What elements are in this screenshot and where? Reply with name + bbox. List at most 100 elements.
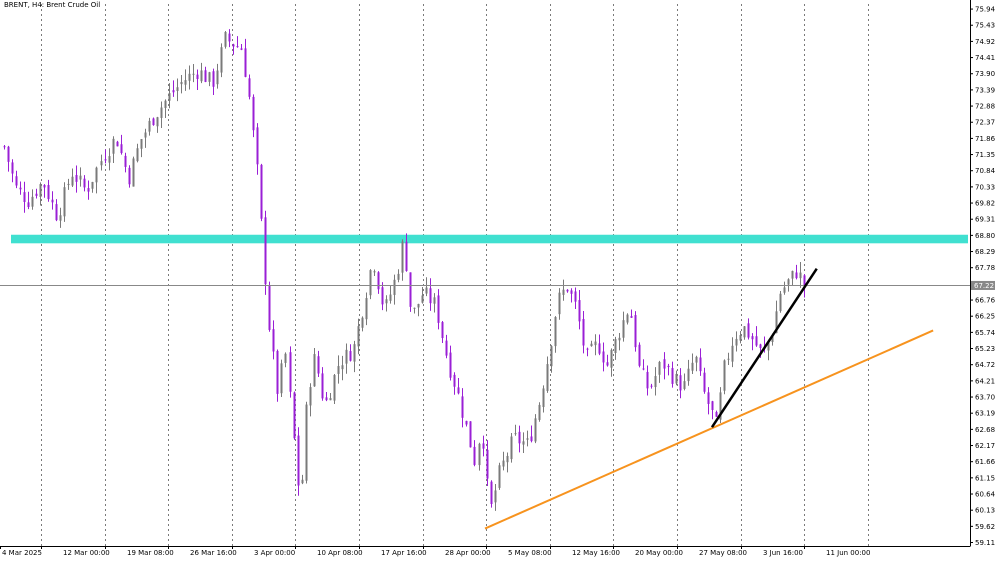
- candle-body: [156, 117, 159, 127]
- y-tick-label: 74.92: [975, 38, 995, 46]
- candle-body: [393, 279, 396, 295]
- candle-body: [100, 161, 103, 166]
- candle-body: [112, 138, 115, 154]
- candle-body: [494, 490, 497, 503]
- candle-body: [715, 412, 718, 417]
- candle-body: [385, 299, 388, 304]
- x-tick-label: 19 Mar 08:00: [127, 549, 174, 557]
- candle-body: [622, 320, 625, 338]
- candle-body: [478, 443, 481, 466]
- candle-body: [325, 397, 328, 401]
- candle-body: [711, 401, 714, 410]
- candle-body: [35, 193, 38, 196]
- candle-body: [120, 144, 123, 154]
- candle-body: [401, 241, 404, 273]
- candle-body: [83, 178, 86, 188]
- candle-body: [433, 297, 436, 304]
- candle-body: [212, 71, 215, 87]
- candle-body: [578, 300, 581, 322]
- x-tick-label: 17 Apr 16:00: [381, 549, 427, 557]
- candle-body: [498, 465, 501, 488]
- candle-body: [293, 392, 296, 439]
- candle-body: [546, 364, 549, 391]
- candle-body: [437, 295, 440, 323]
- candle-body: [719, 392, 722, 420]
- y-tick-label: 60.64: [975, 491, 996, 499]
- candle-body: [566, 289, 569, 292]
- x-tick-label: 4 Mar 2025: [2, 549, 42, 557]
- x-tick-label: 26 Mar 16:00: [190, 549, 237, 557]
- candle-body: [313, 354, 316, 387]
- x-tick-label: 5 May 08:00: [508, 549, 552, 557]
- candle-body: [337, 366, 340, 374]
- candle-body: [47, 185, 50, 200]
- candle-body: [602, 351, 605, 363]
- candle-body: [252, 96, 255, 131]
- candle-body: [39, 184, 42, 197]
- candle-body: [124, 155, 127, 167]
- candle-body: [445, 340, 448, 356]
- symbol-title: BRENT, H4: Brent Crude Oil: [4, 1, 101, 9]
- x-tick-label: 11 Jun 00:00: [826, 549, 870, 557]
- candle-body: [377, 272, 380, 290]
- candle-body: [192, 73, 195, 75]
- candle-body: [248, 78, 251, 97]
- candle-body: [256, 127, 259, 165]
- candle-body: [305, 404, 308, 481]
- candle-body: [695, 356, 698, 363]
- candle-body: [461, 396, 464, 418]
- candle-body: [658, 361, 661, 375]
- y-tick-label: 69.31: [975, 216, 995, 224]
- candle-body: [683, 381, 686, 389]
- y-tick-label: 74.41: [975, 54, 995, 62]
- candle-body: [188, 73, 191, 81]
- candle-body: [176, 87, 179, 92]
- candle-body: [522, 441, 525, 445]
- candle-body: [675, 373, 678, 384]
- candle-body: [361, 317, 364, 328]
- candle-body: [453, 374, 456, 387]
- candle-body: [91, 181, 94, 189]
- candle-body: [144, 132, 147, 138]
- candle-body: [441, 322, 444, 339]
- candle-body: [3, 146, 6, 148]
- x-tick-label: 3 Apr 00:00: [254, 549, 295, 557]
- candle-body: [449, 352, 452, 378]
- candle-body: [27, 202, 30, 208]
- candle-body: [244, 48, 247, 77]
- candle-body: [747, 323, 750, 338]
- candle-body: [289, 352, 292, 392]
- candle-body: [731, 345, 734, 362]
- short-trend-line: [710, 267, 818, 428]
- candle-body: [67, 183, 70, 186]
- candle-body: [534, 418, 537, 442]
- candle-body: [31, 196, 34, 207]
- candle-body: [610, 349, 613, 368]
- y-tick-label: 73.90: [975, 70, 995, 78]
- candle-body: [570, 290, 573, 294]
- candle-body: [196, 74, 199, 80]
- candle-body: [650, 385, 653, 387]
- candle-body: [160, 107, 163, 118]
- candle-body: [353, 344, 356, 362]
- candle-body: [530, 436, 533, 442]
- zone-layer: [11, 234, 968, 244]
- y-tick-label: 72.88: [975, 103, 995, 111]
- candle-body: [618, 337, 621, 341]
- candle-body: [87, 188, 90, 192]
- candle-body: [663, 359, 666, 369]
- candle-body: [465, 420, 468, 425]
- candle-body: [486, 449, 489, 479]
- y-tick-label: 62.17: [975, 442, 995, 450]
- candle-body: [598, 343, 601, 354]
- candle-body: [727, 358, 730, 360]
- candles: [3, 29, 806, 511]
- y-tick-label: 61.66: [975, 458, 996, 466]
- y-tick-label: 75.43: [975, 22, 995, 30]
- y-tick-label: 60.13: [975, 507, 995, 515]
- candle-body: [751, 336, 754, 340]
- x-tick-label: 10 Apr 08:00: [317, 549, 363, 557]
- candle-body: [574, 291, 577, 302]
